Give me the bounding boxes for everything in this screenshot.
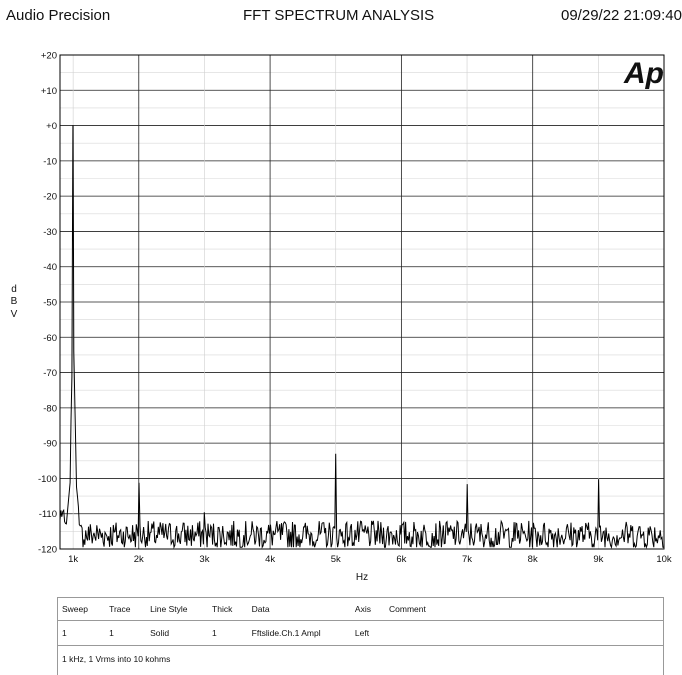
- spectrum-chart: +20 +10 +0 -10 -20 -30 -40 -50 -60 -70 -80 -90 -100 -…: [11, 51, 672, 584]
- legend-row: 1 1 Solid 1 Fftslide.Ch.1 Ampl Left: [57, 620, 664, 646]
- y-tick-labels: +20 +10 +0 -10 -20 -30 -40 -50 -60 -70 -80 -90 -100 -…: [38, 51, 57, 556]
- y-tick-label: -70: [43, 368, 57, 379]
- plot-frame: [59, 54, 665, 550]
- y-tick-label: -20: [43, 192, 57, 203]
- y-tick-label: -40: [43, 262, 57, 273]
- y-axis-label: d B V: [11, 284, 18, 320]
- y-tick-label: -90: [43, 439, 57, 450]
- legend-table: Sweep Trace Line Style Thick Data Axis C…: [57, 597, 664, 671]
- timestamp: 09/29/22 21:09:40: [561, 7, 682, 24]
- y-tick-label: -30: [43, 227, 57, 238]
- legend-header-thick: Thick: [207, 597, 247, 621]
- x-tick-label: 2k: [134, 554, 144, 565]
- legend-header-row: Sweep Trace Line Style Thick Data Axis C…: [57, 597, 664, 621]
- legend-header-linestyle: Line Style: [145, 597, 208, 621]
- y-tick-label: -110: [39, 509, 57, 520]
- y-tick-label: -10: [43, 156, 57, 167]
- svg-text:V: V: [11, 309, 18, 320]
- legend-cell-trace: 1: [104, 620, 146, 646]
- x-tick-label: 7k: [462, 554, 472, 565]
- x-tick-label: 4k: [265, 554, 275, 565]
- x-tick-label: 3k: [199, 554, 209, 565]
- x-tick-label: 5k: [331, 554, 341, 565]
- legend-comment: 1 kHz, 1 Vrms into 10 kohms: [57, 645, 664, 671]
- ap-logo-icon: Ap: [623, 57, 664, 90]
- legend-cell-comment: [384, 620, 664, 646]
- y-tick-label: -60: [43, 333, 57, 344]
- legend-cell-linestyle: Solid: [145, 620, 208, 646]
- grid-lines: [60, 54, 665, 550]
- x-tick-labels: 1k 2k 3k 4k 5k 6k 7k 8k 9k 10k: [68, 554, 672, 565]
- x-axis-label: Hz: [356, 572, 368, 583]
- x-tick-label: 8k: [528, 554, 538, 565]
- legend-cell-axis: Left: [349, 620, 384, 646]
- y-tick-label: +10: [41, 86, 57, 97]
- legend-header-comment: Comment: [384, 597, 664, 621]
- chart-title: FFT SPECTRUM ANALYSIS: [243, 7, 435, 24]
- x-tick-label: 10k: [656, 554, 672, 565]
- y-tick-label: -80: [43, 403, 57, 414]
- x-tick-label: 1k: [68, 554, 78, 565]
- series-trace: [59, 125, 664, 550]
- y-tick-label: +20: [41, 51, 57, 62]
- header-left-text: Audio Precision: [6, 7, 111, 24]
- legend-cell-thick: 1: [207, 620, 247, 646]
- legend-cell-data: Fftslide.Ch.1 Ampl: [246, 620, 350, 646]
- svg-text:d: d: [11, 284, 17, 295]
- legend-header-trace: Trace: [104, 597, 146, 621]
- x-tick-label: 9k: [593, 554, 603, 565]
- legend-header-sweep: Sweep: [57, 597, 105, 621]
- y-tick-label: -120: [38, 545, 57, 556]
- legend-comment-row: 1 kHz, 1 Vrms into 10 kohms: [57, 645, 664, 671]
- y-tick-label: +0: [46, 121, 57, 132]
- legend-header-axis: Axis: [349, 597, 384, 621]
- legend-cell-sweep: 1: [57, 620, 105, 646]
- svg-text:B: B: [11, 296, 18, 307]
- x-tick-label: 6k: [396, 554, 406, 565]
- y-tick-label: -50: [43, 298, 57, 309]
- y-tick-label: -100: [38, 474, 57, 485]
- legend-header-data: Data: [246, 597, 350, 621]
